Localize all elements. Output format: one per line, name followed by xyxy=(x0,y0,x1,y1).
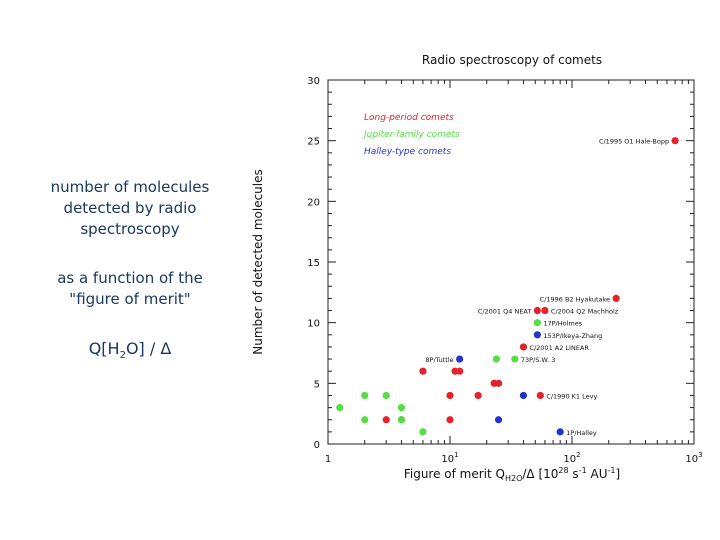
point-annotation: 73P/S.W. 3 xyxy=(521,356,556,364)
caption-formula: Q[H2O] / Δ xyxy=(30,338,230,366)
data-point xyxy=(541,306,549,315)
y-tick-label: 25 xyxy=(307,137,320,148)
data-point xyxy=(336,404,344,412)
data-point xyxy=(671,137,679,145)
point-annotation: 8P/Tuttle xyxy=(425,356,453,364)
data-point xyxy=(397,404,406,412)
y-axis-label: Number of detected molecules xyxy=(251,169,265,355)
x-tick-label: 1 xyxy=(325,454,331,465)
legend-entry: Halley-type comets xyxy=(364,147,451,157)
point-annotation: C/1995 O1 Hale-Bopp xyxy=(599,138,669,146)
legend: Long-period comets Jupiter-family comets H… xyxy=(362,113,460,157)
data-point xyxy=(361,416,369,424)
point-annotation: C/1996 B2 Hyakutake xyxy=(540,295,610,303)
data-point xyxy=(494,416,503,424)
formula-sub: 2 xyxy=(119,350,126,362)
xlabel-mid2: s xyxy=(569,467,579,481)
data-point xyxy=(361,391,369,400)
data-point xyxy=(533,306,541,315)
y-tick-label: 15 xyxy=(307,258,320,269)
x-tick-label: 102 xyxy=(563,451,580,465)
axis-tick-labels: 0 5 10 15 20 25 30 1 101 102 103 xyxy=(307,76,702,465)
xlabel-mid: /Δ [10 xyxy=(522,467,558,481)
x-tick-label: 101 xyxy=(441,451,458,465)
y-tick-label: 30 xyxy=(307,76,320,87)
data-point xyxy=(533,331,541,339)
point-annotation: C/2001 A2 LINEAR xyxy=(529,344,589,352)
point-annotation: C/2001 Q4 NEAT xyxy=(478,308,532,316)
xlabel-sup1: 28 xyxy=(558,466,568,475)
data-point xyxy=(492,355,500,363)
data-point xyxy=(612,294,620,302)
xlabel-sup3: -1 xyxy=(607,466,615,475)
legend-entry: Long-period comets xyxy=(364,113,454,123)
point-annotation: C/2004 Q2 Machholz xyxy=(551,308,619,316)
point-annotation: 153P/Ikeya-Zhang xyxy=(543,332,602,340)
xlabel-mid3: AU xyxy=(587,467,608,481)
chart-title: Radio spectroscopy of comets xyxy=(422,53,602,67)
data-point xyxy=(556,428,564,436)
data-point xyxy=(397,416,406,424)
data-point xyxy=(446,416,454,424)
y-tick-label: 10 xyxy=(307,319,320,330)
xlabel-sub: H2O xyxy=(505,474,522,483)
axis-ticks xyxy=(327,79,694,445)
data-point xyxy=(382,391,390,400)
x-axis-label: Figure of merit QH2O/Δ [1028 s-1 AU-1] xyxy=(404,466,620,483)
legend-entry: Jupiter-family comets xyxy=(362,130,460,140)
point-annotation: 1P/Halley xyxy=(566,429,597,437)
y-tick-label: 20 xyxy=(307,197,320,208)
caption-molecules: number of molecules detected by radio sp… xyxy=(50,178,210,238)
xlabel-prefix: Figure of merit Q xyxy=(404,467,505,481)
xlabel-end: ] xyxy=(615,467,620,481)
y-tick-label: 0 xyxy=(314,440,320,451)
data-point xyxy=(519,343,528,351)
data-point xyxy=(536,391,544,400)
formula-main: Q[H xyxy=(88,339,120,358)
data-point xyxy=(533,319,541,327)
formula-rest: O] / Δ xyxy=(125,339,172,358)
caption-function: as a function of the "figure of merit" xyxy=(57,269,203,308)
data-point xyxy=(474,391,482,400)
data-point xyxy=(419,367,427,375)
data-point xyxy=(446,391,454,400)
data-points xyxy=(336,137,679,436)
data-point xyxy=(494,379,503,387)
point-annotation: C/1990 K1 Levy xyxy=(546,392,597,400)
y-tick-label: 5 xyxy=(314,379,320,390)
x-tick-label: 103 xyxy=(685,451,702,465)
data-point xyxy=(456,367,464,375)
annotations: C/1995 O1 Hale-Bopp C/1996 B2 Hyakutake C/… xyxy=(425,138,669,437)
data-point xyxy=(419,428,427,436)
data-point xyxy=(382,416,390,424)
point-annotation: 17P/Holmes xyxy=(543,320,582,328)
data-point xyxy=(456,355,464,363)
data-point xyxy=(519,391,528,400)
xlabel-sup2: -1 xyxy=(579,466,587,475)
data-point xyxy=(511,355,519,363)
